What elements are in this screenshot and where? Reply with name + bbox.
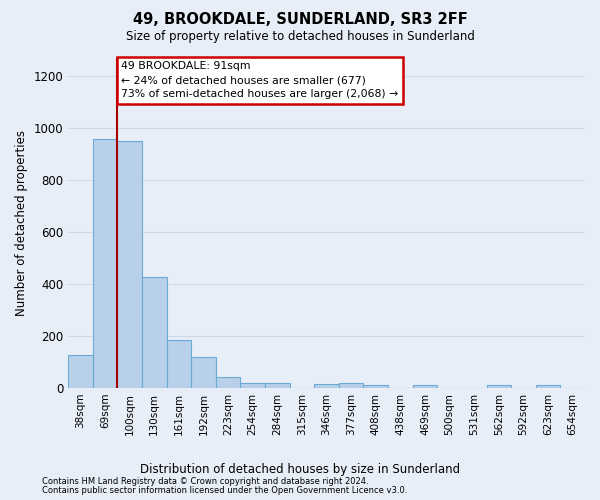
Text: 49 BROOKDALE: 91sqm
← 24% of detached houses are smaller (677)
73% of semi-detac: 49 BROOKDALE: 91sqm ← 24% of detached ho… bbox=[121, 62, 398, 100]
Bar bbox=[265, 383, 290, 388]
Text: Size of property relative to detached houses in Sunderland: Size of property relative to detached ho… bbox=[125, 30, 475, 43]
Bar bbox=[241, 383, 265, 388]
Text: 49, BROOKDALE, SUNDERLAND, SR3 2FF: 49, BROOKDALE, SUNDERLAND, SR3 2FF bbox=[133, 12, 467, 28]
Bar bbox=[536, 386, 560, 388]
Bar bbox=[216, 377, 241, 388]
Bar bbox=[413, 386, 437, 388]
Bar bbox=[191, 357, 216, 388]
Text: Contains HM Land Registry data © Crown copyright and database right 2024.: Contains HM Land Registry data © Crown c… bbox=[42, 477, 368, 486]
Text: Contains public sector information licensed under the Open Government Licence v3: Contains public sector information licen… bbox=[42, 486, 407, 495]
Bar bbox=[487, 386, 511, 388]
Bar bbox=[68, 355, 93, 388]
Y-axis label: Number of detached properties: Number of detached properties bbox=[15, 130, 28, 316]
Bar bbox=[142, 276, 167, 388]
Bar bbox=[93, 140, 118, 388]
Bar bbox=[314, 384, 339, 388]
Bar bbox=[339, 384, 364, 388]
Bar bbox=[118, 142, 142, 388]
Bar bbox=[364, 386, 388, 388]
Text: Distribution of detached houses by size in Sunderland: Distribution of detached houses by size … bbox=[140, 462, 460, 475]
Bar bbox=[167, 340, 191, 388]
